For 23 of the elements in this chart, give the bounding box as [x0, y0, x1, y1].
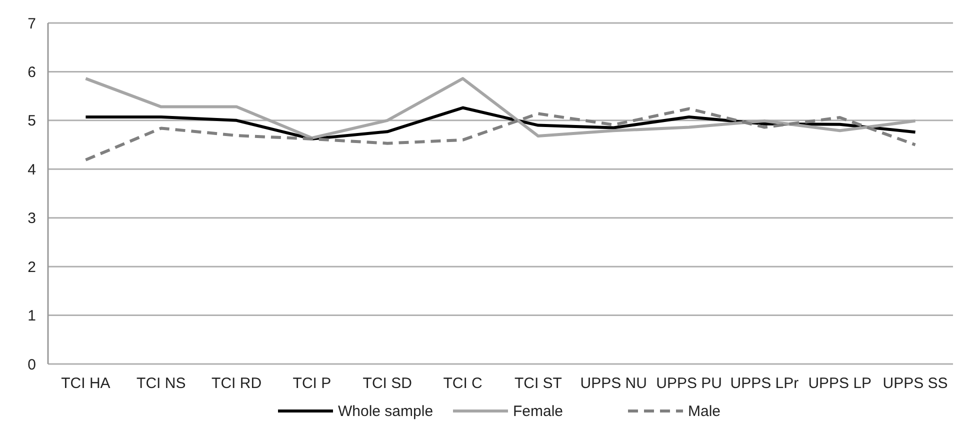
x-tick-label: UPPS SS	[882, 375, 948, 392]
legend-label: Whole sample	[338, 403, 434, 420]
x-tick-label: TCI NS	[136, 375, 186, 392]
y-tick-label: 4	[28, 161, 36, 178]
y-tick-label: 0	[28, 356, 36, 374]
x-tick-label: TCI ST	[514, 375, 562, 392]
y-tick-label: 2	[28, 258, 36, 276]
y-tick-label: 5	[28, 112, 36, 130]
x-tick-label: TCI P	[292, 375, 332, 392]
x-tick-label: TCI RD	[212, 375, 262, 392]
y-tick-label: 6	[28, 64, 36, 81]
legend-label: Male	[688, 403, 721, 420]
y-tick-label: 1	[28, 308, 36, 325]
y-tick-label: 7	[28, 15, 36, 32]
x-tick-label: TCI HA	[61, 375, 110, 392]
x-tick-label: UPPS PU	[656, 375, 722, 392]
x-tick-label: TCI C	[443, 375, 483, 392]
x-tick-label: TCI SD	[362, 375, 412, 392]
x-tick-label: UPPS NU	[580, 375, 647, 392]
x-tick-label: UPPS LPr	[730, 375, 799, 392]
x-tick-label: UPPS LP	[808, 375, 872, 392]
y-tick-label: 3	[28, 210, 36, 228]
legend-label: Female	[513, 403, 564, 420]
